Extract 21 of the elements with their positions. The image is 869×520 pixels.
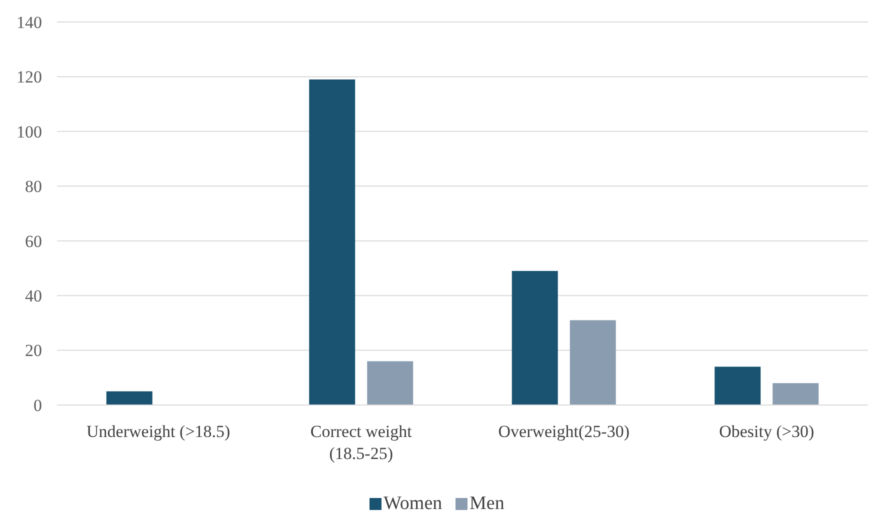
bar bbox=[772, 383, 819, 405]
y-tick-label: 120 bbox=[16, 68, 42, 87]
bar bbox=[309, 79, 356, 405]
y-tick-label: 20 bbox=[25, 341, 42, 360]
y-tick-label: 40 bbox=[25, 286, 42, 306]
y-tick-label: 100 bbox=[16, 122, 42, 142]
x-tick-label: Obesity (>30) bbox=[719, 422, 814, 441]
y-tick-label: 140 bbox=[16, 12, 42, 32]
bar bbox=[570, 320, 616, 405]
bar bbox=[714, 366, 761, 405]
y-tick-label: 0 bbox=[34, 396, 42, 415]
x-tick-label: Overweight(25-30) bbox=[498, 422, 630, 441]
x-tick-label: Underweight (>18.5) bbox=[86, 422, 230, 441]
x-tick-label: Correct weight (18.5-25) bbox=[310, 422, 412, 463]
y-tick-label: 80 bbox=[25, 177, 42, 196]
y-tick-label: 60 bbox=[25, 232, 42, 251]
bar bbox=[367, 361, 414, 405]
legend-label: Men bbox=[470, 493, 505, 514]
bar bbox=[106, 391, 152, 405]
legend-label: Women bbox=[384, 493, 443, 514]
bar bbox=[512, 270, 558, 405]
